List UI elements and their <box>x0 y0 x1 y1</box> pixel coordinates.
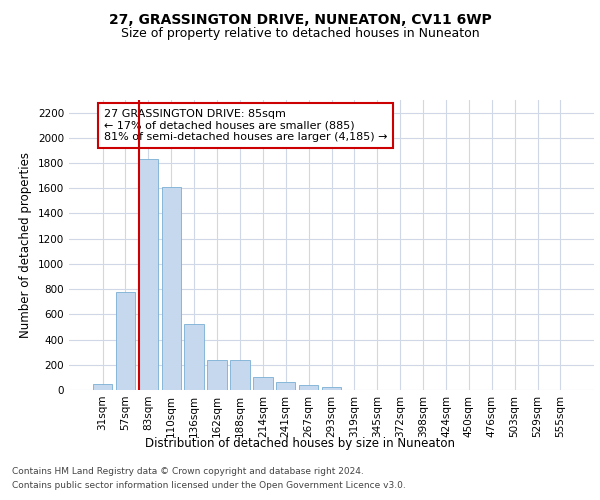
Text: Size of property relative to detached houses in Nuneaton: Size of property relative to detached ho… <box>121 28 479 40</box>
Bar <box>161 187 181 390</box>
Text: Distribution of detached houses by size in Nuneaton: Distribution of detached houses by size … <box>145 438 455 450</box>
Text: 27, GRASSINGTON DRIVE, NUNEATON, CV11 6WP: 27, GRASSINGTON DRIVE, NUNEATON, CV11 6W… <box>109 12 491 26</box>
Text: 27 GRASSINGTON DRIVE: 85sqm
← 17% of detached houses are smaller (885)
81% of se: 27 GRASSINGTON DRIVE: 85sqm ← 17% of det… <box>104 109 387 142</box>
Text: Contains HM Land Registry data © Crown copyright and database right 2024.: Contains HM Land Registry data © Crown c… <box>12 468 364 476</box>
Bar <box>253 377 272 390</box>
Bar <box>299 385 319 390</box>
Bar <box>139 160 158 390</box>
Bar <box>208 360 227 390</box>
Text: Contains public sector information licensed under the Open Government Licence v3: Contains public sector information licen… <box>12 481 406 490</box>
Y-axis label: Number of detached properties: Number of detached properties <box>19 152 32 338</box>
Bar <box>184 324 204 390</box>
Bar <box>322 388 341 390</box>
Bar <box>276 382 295 390</box>
Bar <box>93 384 112 390</box>
Bar <box>116 292 135 390</box>
Bar <box>230 360 250 390</box>
